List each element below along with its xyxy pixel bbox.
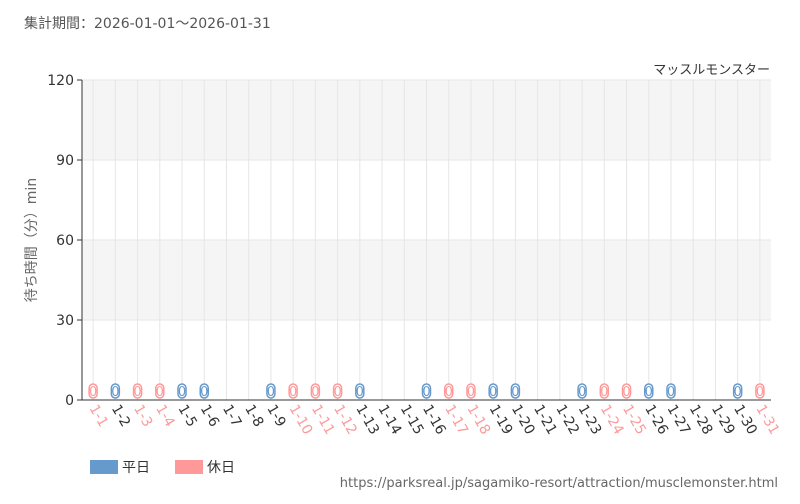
value-label: 0 (578, 385, 586, 400)
value-label-box (88, 383, 98, 399)
value-label-box (577, 383, 587, 399)
value-label: 0 (178, 385, 186, 400)
x-tick-label: 1-4 (152, 402, 177, 430)
value-label: 0 (645, 385, 653, 400)
legend-swatch (175, 460, 203, 474)
x-tick-label: 1-8 (241, 402, 266, 430)
value-label: 0 (89, 385, 97, 400)
source-url: https://parksreal.jp/sagamiko-resort/att… (340, 476, 778, 491)
value-label-box (666, 383, 676, 399)
value-label: 0 (445, 385, 453, 400)
value-label-box (421, 383, 432, 399)
value-label: 0 (267, 385, 275, 400)
value-label: 0 (422, 385, 430, 400)
x-tick-label: 1-5 (175, 402, 200, 430)
value-label: 0 (311, 385, 319, 400)
value-label-box (132, 383, 143, 399)
value-label: 0 (467, 385, 475, 400)
value-label-box (332, 383, 343, 399)
value-label: 0 (511, 385, 519, 400)
value-label-box (644, 383, 654, 399)
legend-swatch (90, 460, 118, 474)
x-tick-label: 1-31 (752, 402, 782, 438)
legend-label: 休日 (207, 460, 235, 476)
value-label-box (310, 383, 321, 399)
value-label: 0 (333, 385, 341, 400)
x-tick-label: 1-2 (108, 402, 133, 430)
value-label-box (488, 383, 498, 399)
x-tick-label: 1-9 (263, 402, 288, 430)
value-label: 0 (156, 385, 164, 400)
chart-subtitle: マッスルモンスター (653, 63, 770, 78)
y-tick-label: 60 (56, 233, 74, 249)
x-tick-label: 1-7 (219, 402, 244, 430)
value-label-box (466, 383, 476, 399)
value-label: 0 (111, 385, 119, 400)
value-label: 0 (133, 385, 141, 400)
value-label-box (110, 383, 121, 399)
value-label-box (599, 383, 610, 399)
value-label-box (199, 383, 209, 399)
value-label-box (732, 383, 743, 399)
value-label-box (177, 383, 187, 399)
y-tick-label: 120 (47, 73, 74, 89)
value-label-box (755, 383, 765, 399)
legend-label: 平日 (122, 460, 150, 476)
value-label: 0 (622, 385, 630, 400)
value-label-box (266, 383, 276, 399)
value-label-box (288, 383, 298, 399)
y-tick-label: 30 (56, 313, 74, 329)
value-label-box (510, 383, 521, 399)
value-label-box (443, 383, 454, 399)
x-tick-label: 1-6 (197, 402, 222, 430)
value-label-box (155, 383, 165, 399)
value-label: 0 (200, 385, 208, 400)
y-tick-label: 0 (65, 393, 74, 409)
y-axis-label: 待ち時間（分）min (24, 178, 40, 302)
value-label-box (621, 383, 632, 399)
value-label-box (355, 383, 365, 399)
value-label: 0 (356, 385, 364, 400)
value-label: 0 (600, 385, 608, 400)
value-label: 0 (489, 385, 497, 400)
x-tick-label: 1-1 (86, 402, 111, 430)
y-tick-label: 90 (56, 153, 74, 169)
value-label: 0 (289, 385, 297, 400)
period: 集計期間：2026-01-01～2026-01-31 (24, 15, 271, 32)
value-label: 0 (756, 385, 764, 400)
x-tick-label: 1-3 (130, 402, 155, 430)
value-label: 0 (667, 385, 675, 400)
value-label: 0 (734, 385, 742, 400)
